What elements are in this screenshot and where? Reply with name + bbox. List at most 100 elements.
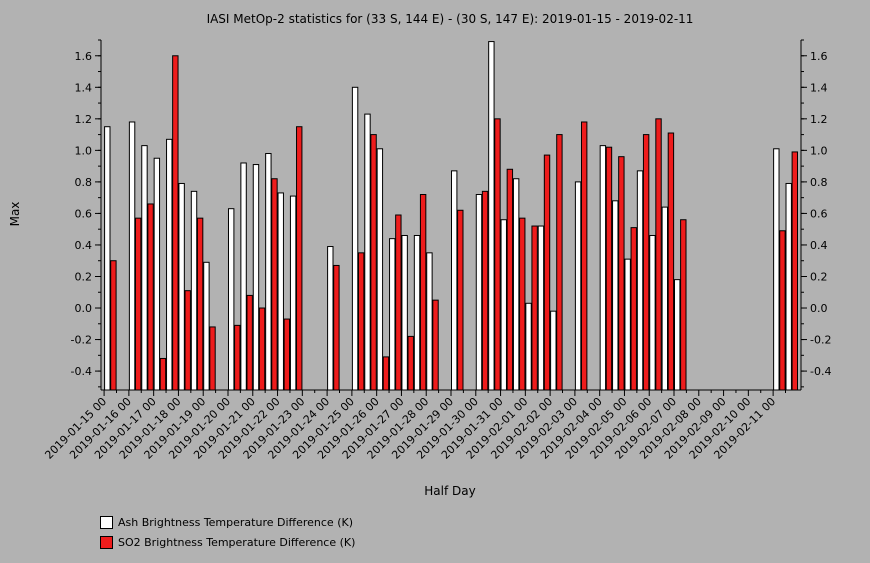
y-tick-label-right: 1.2	[810, 113, 828, 126]
y-tick-label-right: 0.8	[810, 176, 828, 189]
y-tick-label-left: -0.4	[71, 365, 92, 378]
so2-bar	[147, 203, 154, 391]
y-tick-label-left: 1.4	[75, 81, 93, 94]
legend-swatch-so2	[100, 535, 113, 549]
ash-bar	[327, 246, 334, 391]
ash-bar	[488, 41, 495, 391]
ash-bar	[364, 113, 371, 391]
legend-item-ash: Ash Brightness Temperature Difference (K…	[100, 512, 355, 532]
so2-bar	[432, 299, 439, 391]
ash-bar	[141, 145, 148, 391]
ash-bar	[773, 148, 780, 391]
y-tick-label-left: 1.6	[75, 50, 93, 63]
ash-bar	[661, 206, 669, 391]
ash-bar	[426, 252, 433, 391]
ash-bar	[289, 195, 297, 391]
so2-bar	[258, 307, 266, 391]
y-tick-label-right: 1.6	[810, 50, 828, 63]
ash-bar	[525, 302, 532, 391]
so2-bar	[296, 126, 303, 391]
plot-area: -0.4 -0.4 -0.2 -0.2 0.0 0.0 0.2 0.2 0.4 0.4 0.6 0.6…	[42, 39, 831, 462]
so2-bar	[271, 178, 278, 391]
so2-bar	[457, 209, 464, 391]
legend-label-ash: Ash Brightness Temperature Difference (K…	[118, 515, 353, 529]
so2-bar	[791, 151, 799, 391]
ash-bar	[574, 181, 582, 391]
y-tick-label-right: 0.4	[810, 239, 828, 252]
ash-bar	[649, 234, 656, 391]
so2-bar	[333, 264, 340, 391]
y-tick-label-right: 1.4	[810, 81, 828, 94]
so2-bar	[357, 252, 365, 391]
so2-bar	[655, 118, 662, 391]
so2-bar	[209, 326, 216, 391]
ash-bar	[624, 258, 631, 391]
y-tick-label-left: 0.0	[75, 302, 93, 315]
so2-bar	[234, 324, 241, 391]
ash-bar	[227, 208, 235, 391]
ash-bar	[252, 164, 260, 391]
so2-bar	[680, 219, 687, 391]
so2-bar	[184, 290, 191, 391]
so2-bar	[618, 156, 625, 391]
ash-bar	[612, 200, 619, 391]
so2-bar	[580, 121, 588, 391]
so2-bar	[283, 318, 291, 391]
y-tick-label-left: 1.2	[75, 113, 93, 126]
so2-bar	[419, 194, 427, 391]
so2-bar	[543, 154, 551, 391]
ash-bar	[104, 126, 111, 391]
y-tick-label-left: 0.8	[75, 176, 93, 189]
ash-bar	[500, 219, 507, 391]
so2-bar	[667, 132, 675, 391]
so2-bar	[494, 118, 501, 391]
ash-bar	[240, 162, 247, 391]
ash-bar	[413, 234, 421, 391]
y-tick-label-left: 0.2	[75, 270, 93, 283]
y-tick-label-left: 0.4	[75, 239, 93, 252]
ash-bar	[401, 234, 408, 391]
so2-bar	[196, 217, 204, 391]
x-axis-label: Half Day	[424, 484, 475, 498]
ash-bar	[475, 194, 483, 391]
ash-bar	[512, 178, 520, 391]
so2-bar	[407, 335, 414, 391]
so2-bar	[779, 230, 786, 391]
ash-bar	[178, 182, 185, 391]
y-tick-label-right: 0.0	[810, 302, 828, 315]
so2-bar	[134, 217, 142, 391]
y-tick-label-right: 0.2	[810, 270, 828, 283]
ash-bar	[376, 148, 384, 391]
y-tick-label-left: 0.6	[75, 207, 93, 220]
ash-bar	[190, 190, 198, 391]
so2-bar	[642, 134, 650, 391]
legend-label-so2: SO2 Brightness Temperature Difference (K…	[118, 535, 356, 549]
ash-bar	[537, 225, 545, 391]
chart-title: IASI MetOp-2 statistics for (33 S, 144 E…	[207, 12, 694, 26]
y-tick-label-right: -0.4	[810, 365, 831, 378]
y-tick-label-right: 1.0	[810, 144, 828, 157]
legend-swatch-ash	[100, 515, 113, 529]
ash-bar	[389, 238, 396, 391]
so2-bar	[395, 214, 402, 391]
so2-bar	[556, 134, 563, 391]
so2-bar	[159, 357, 167, 391]
legend: Ash Brightness Temperature Difference (K…	[100, 512, 355, 552]
ash-bar	[166, 138, 173, 391]
so2-bar	[370, 134, 377, 391]
y-axis-label: Max	[8, 202, 22, 227]
so2-bar	[110, 260, 117, 391]
so2-bar	[630, 227, 637, 391]
y-tick-label-left: -0.2	[71, 334, 92, 347]
so2-bar	[531, 225, 538, 391]
so2-bar	[506, 168, 514, 391]
ash-bar	[451, 170, 458, 391]
ash-bar	[277, 192, 284, 391]
so2-bar	[519, 217, 526, 391]
y-tick-label-right: 0.6	[810, 207, 828, 220]
ash-bar	[265, 153, 272, 391]
ash-bar	[785, 182, 792, 391]
legend-item-so2: SO2 Brightness Temperature Difference (K…	[100, 532, 355, 552]
so2-bar	[382, 356, 390, 391]
